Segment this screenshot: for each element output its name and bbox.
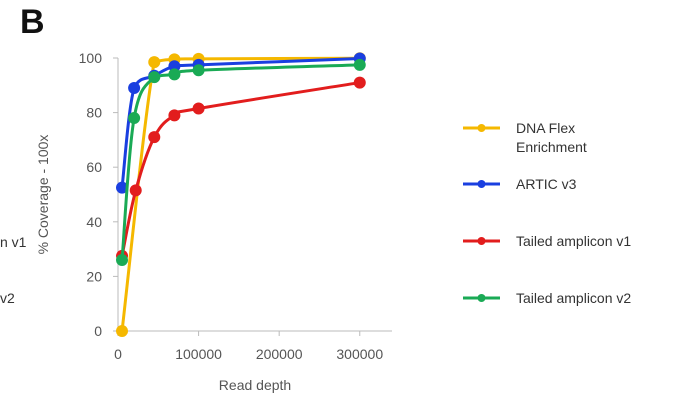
x-tick-label: 100000: [175, 346, 222, 362]
data-point-tailed-amplicon-v1: [168, 109, 181, 122]
data-point-tailed-amplicon-v2: [192, 64, 205, 77]
legend-swatch-point: [477, 124, 486, 132]
legend-label: ARTIC v3: [516, 176, 577, 192]
data-point-tailed-amplicon-v2: [148, 71, 161, 84]
series-line-tailed-amplicon-v2: [120, 63, 362, 262]
x-axis-title: Read depth: [219, 377, 291, 393]
legend-label: Tailed amplicon v2: [516, 290, 631, 306]
data-point-tailed-amplicon-v1: [192, 102, 205, 115]
axes: 0 20 40 60 80 100 0 100000 200000 300000: [79, 50, 392, 362]
x-tick-label: 300000: [336, 346, 383, 362]
legend-label-line-1: DNA Flex: [516, 120, 575, 136]
clipped-legend-text-2: v2: [0, 290, 15, 306]
legend-entry-tailed-amplicon-v1: Tailed amplicon v1: [463, 233, 631, 249]
y-tick-label: 20: [86, 268, 102, 284]
data-point-dna-flex-enrichment: [116, 325, 129, 337]
series-line-artic-v3: [120, 57, 362, 190]
series-lines: [116, 52, 366, 337]
data-point-dna-flex-enrichment: [148, 56, 161, 69]
data-point-tailed-amplicon-v2: [128, 112, 141, 125]
legend-entry-tailed-amplicon-v2: Tailed amplicon v2: [463, 290, 631, 306]
data-point-tailed-amplicon-v2: [168, 68, 181, 81]
series-dna-flex-enrichment: [116, 52, 366, 337]
legend-entry-dna-flex-enrichment: DNA Flex Enrichment: [463, 120, 587, 155]
y-axis-title: % Coverage - 100x: [35, 135, 51, 255]
series-tailed-amplicon-v2: [116, 58, 366, 267]
legend-swatch-point: [477, 180, 486, 188]
data-point-artic-v3: [116, 181, 129, 194]
legend-label: DNA Flex Enrichment: [516, 120, 587, 155]
legend-swatch-point: [477, 294, 486, 302]
data-point-tailed-amplicon-v2: [353, 58, 366, 71]
series-tailed-amplicon-v1: [116, 76, 366, 262]
data-point-tailed-amplicon-v2: [116, 254, 129, 267]
legend-swatch-point: [477, 237, 486, 245]
legend-label-line-2: Enrichment: [516, 139, 587, 155]
y-tick-label: 100: [79, 50, 103, 66]
legend-entry-artic-v3: ARTIC v3: [463, 176, 577, 192]
data-point-tailed-amplicon-v1: [148, 131, 161, 144]
y-tick-label: 80: [86, 105, 102, 121]
data-point-artic-v3: [128, 82, 141, 95]
panel-letter: B: [20, 3, 45, 41]
legend-label: Tailed amplicon v1: [516, 233, 631, 249]
y-tick-label: 0: [94, 323, 102, 339]
data-point-tailed-amplicon-v1: [129, 184, 142, 197]
clipped-legend-text-1: n v1: [0, 234, 27, 250]
series-line-dna-flex-enrichment: [120, 56, 362, 333]
x-tick-label: 0: [114, 346, 122, 362]
legend: DNA Flex Enrichment ARTIC v3 Tailed amplico…: [463, 120, 631, 306]
y-tick-label: 40: [86, 214, 102, 230]
series-line-tailed-amplicon-v1: [120, 81, 362, 258]
x-tick-label: 200000: [256, 346, 303, 362]
data-point-tailed-amplicon-v1: [353, 76, 366, 89]
y-tick-label: 60: [86, 159, 102, 175]
